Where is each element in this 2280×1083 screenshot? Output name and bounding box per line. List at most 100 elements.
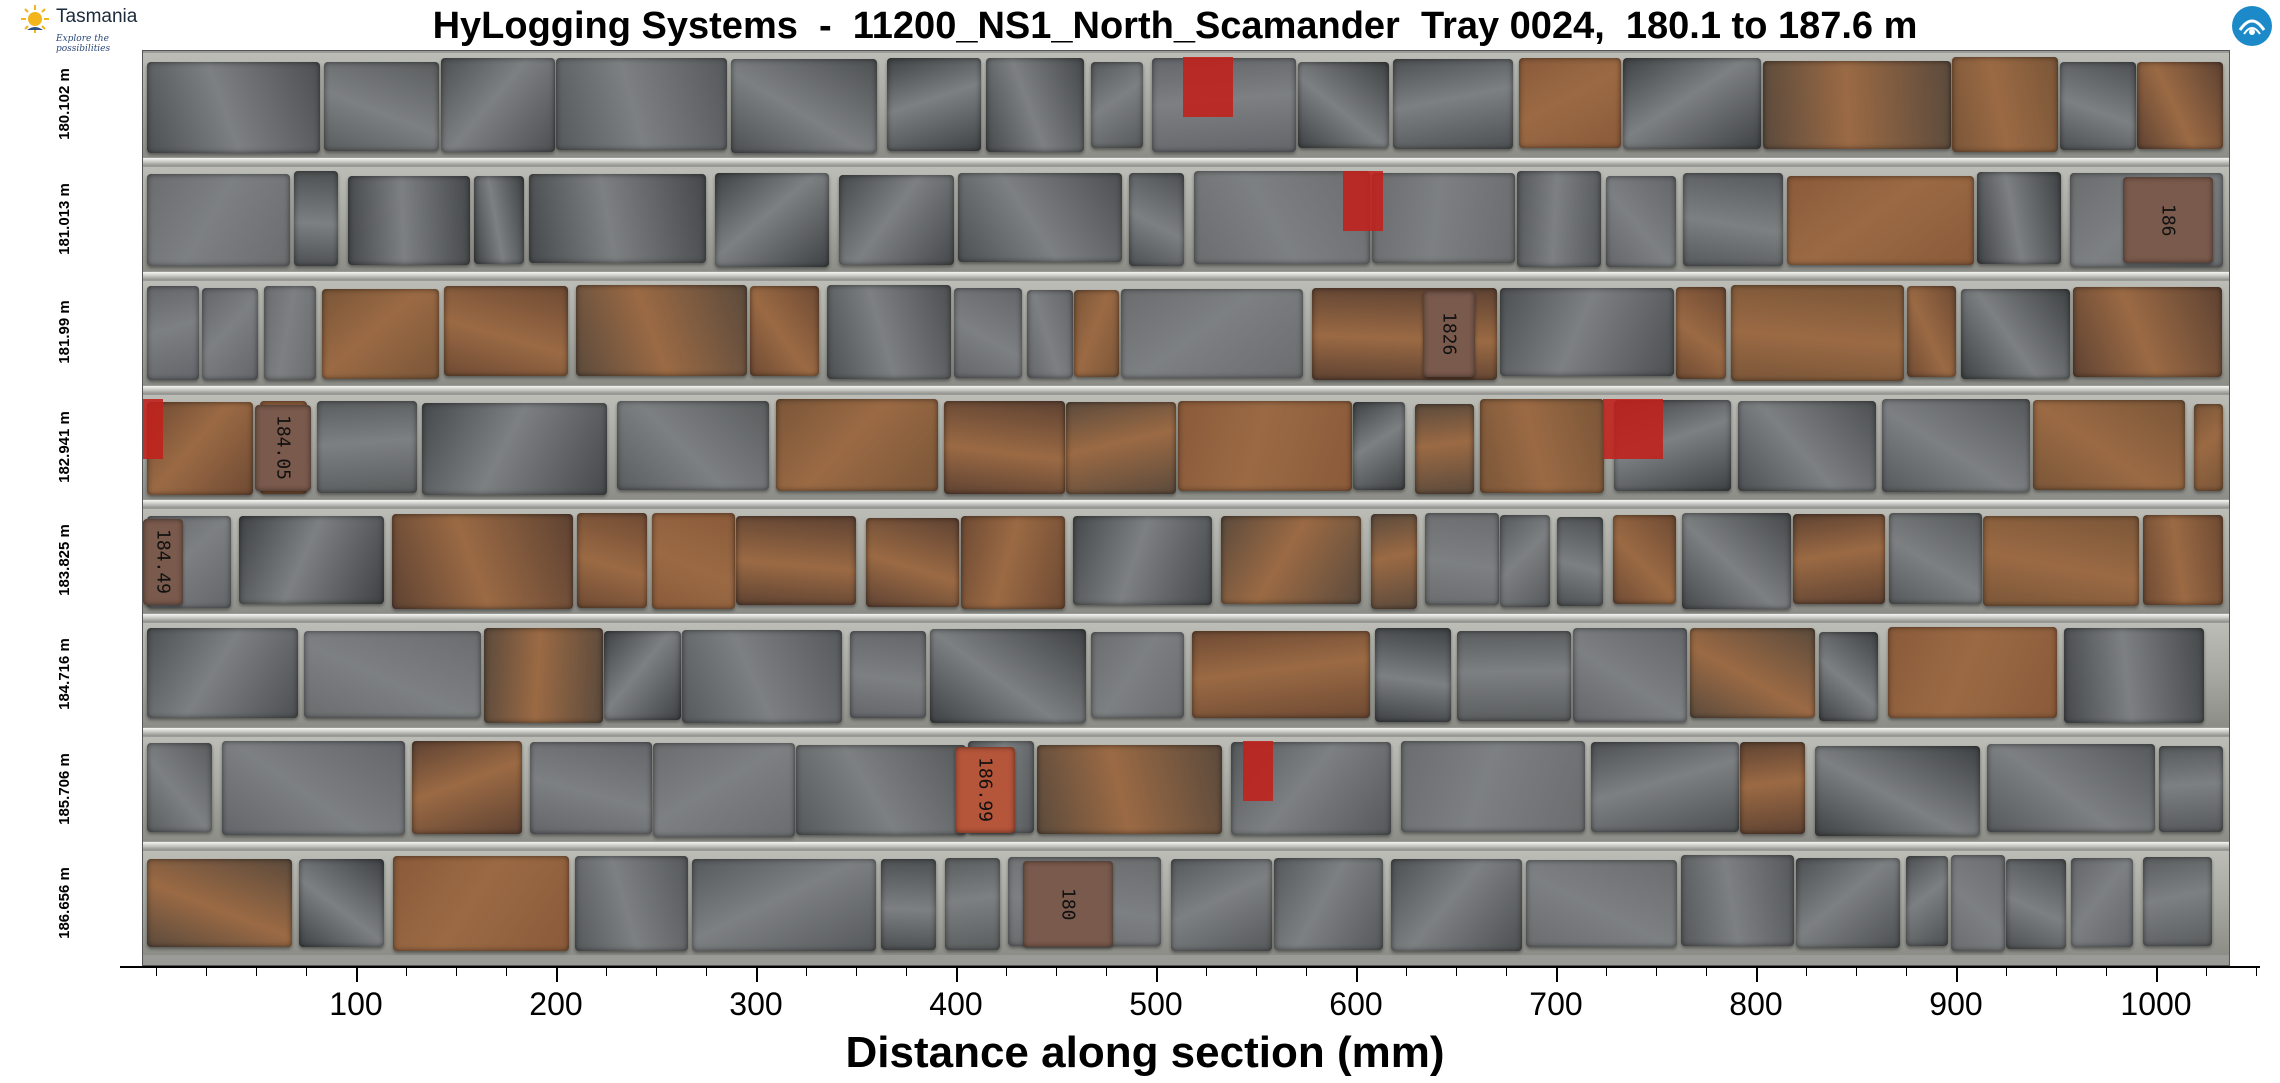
- core-piece: [839, 175, 954, 265]
- core-piece: [944, 401, 1065, 494]
- core-piece: [653, 743, 795, 837]
- core-piece: [1613, 515, 1676, 604]
- core-piece: [1519, 58, 1621, 148]
- core-piece: [682, 630, 842, 723]
- core-piece: [2143, 515, 2223, 605]
- x-axis-minor-tick: [1106, 966, 1107, 976]
- depth-label: 185.706 m: [56, 753, 73, 825]
- depth-marker-block: 186.99: [955, 747, 1015, 833]
- core-piece: [576, 285, 747, 376]
- core-piece: [1983, 516, 2139, 606]
- core-piece: [1573, 628, 1687, 722]
- core-row: [143, 395, 2229, 499]
- core-piece: [1391, 859, 1522, 951]
- depth-marker-block: 184.05: [255, 405, 311, 491]
- core-piece: [715, 173, 829, 267]
- x-axis-major-tick: [1756, 966, 1758, 982]
- core-piece: [484, 628, 603, 723]
- core-piece: [1194, 171, 1370, 264]
- core-row: [143, 281, 2229, 385]
- core-piece: [1793, 514, 1885, 604]
- core-piece: [1192, 631, 1370, 718]
- core-piece: [1987, 744, 2155, 832]
- core-piece: [317, 401, 417, 493]
- core-piece: [1676, 287, 1726, 379]
- core-piece: [444, 286, 568, 376]
- core-piece: [2033, 400, 2185, 490]
- x-axis-tick-label: 500: [1129, 986, 1183, 1022]
- core-piece: [1815, 746, 1980, 836]
- x-axis-major-tick: [2156, 966, 2158, 982]
- core-piece: [1425, 513, 1499, 605]
- x-axis-minor-tick: [2006, 966, 2007, 976]
- brand-tagline: Explore the possibilities: [56, 34, 111, 54]
- core-piece: [575, 856, 688, 951]
- x-axis-minor-tick: [1456, 966, 1457, 976]
- tray-divider: [143, 500, 2229, 508]
- red-tape-marker: [1343, 171, 1383, 231]
- red-tape-marker: [143, 399, 163, 459]
- x-axis-minor-tick: [256, 966, 257, 976]
- core-piece: [954, 288, 1022, 378]
- depth-marker-block: 180: [1023, 861, 1113, 947]
- core-piece: [1888, 627, 2057, 718]
- core-piece: [299, 859, 384, 947]
- core-piece: [692, 859, 876, 951]
- x-axis-minor-tick: [1806, 966, 1807, 976]
- core-piece: [881, 859, 936, 950]
- depth-marker-block: 184.49: [143, 519, 183, 605]
- x-axis-minor-tick: [1906, 966, 1907, 976]
- x-axis-minor-tick: [2056, 966, 2057, 976]
- x-axis-minor-tick: [306, 966, 307, 976]
- core-piece: [577, 513, 647, 608]
- x-axis-minor-tick: [1306, 966, 1307, 976]
- core-piece: [412, 741, 522, 834]
- core-piece: [322, 289, 439, 379]
- x-axis-tick-label: 200: [529, 986, 583, 1022]
- core-row: [143, 737, 2229, 841]
- core-piece: [1952, 57, 2058, 152]
- x-axis-tick-label: 100: [329, 986, 383, 1022]
- core-piece: [1401, 741, 1585, 832]
- core-piece: [2071, 858, 2133, 947]
- core-piece: [147, 402, 253, 495]
- core-piece: [441, 58, 555, 152]
- x-axis-minor-tick: [856, 966, 857, 976]
- core-piece: [1907, 286, 1956, 377]
- core-piece: [147, 628, 298, 718]
- x-axis-minor-tick: [406, 966, 407, 976]
- depth-label: 181.013 m: [56, 183, 73, 255]
- depth-label: 186.656 m: [56, 867, 73, 939]
- core-piece: [556, 58, 727, 150]
- x-axis-major-tick: [756, 966, 758, 982]
- depth-label: 180.102 m: [56, 68, 73, 140]
- tray-divider: [143, 842, 2229, 850]
- x-axis-tick-label: 600: [1329, 986, 1383, 1022]
- core-piece: [887, 58, 981, 151]
- x-axis-minor-tick: [1006, 966, 1007, 976]
- core-piece: [324, 62, 439, 151]
- tray-divider: [143, 272, 2229, 280]
- core-piece: [1073, 516, 1212, 605]
- x-axis-minor-tick: [606, 966, 607, 976]
- x-axis-minor-tick: [1856, 966, 1857, 976]
- core-piece: [850, 631, 926, 718]
- core-piece: [239, 516, 384, 604]
- core-piece: [1796, 858, 1900, 948]
- core-piece: [1393, 59, 1513, 149]
- core-piece: [736, 516, 856, 605]
- x-axis-minor-tick: [2206, 966, 2207, 976]
- core-piece: [1961, 289, 2070, 379]
- x-axis-minor-tick: [1256, 966, 1257, 976]
- core-piece: [1500, 515, 1550, 607]
- core-piece: [1740, 742, 1805, 834]
- core-piece: [1787, 176, 1974, 265]
- core-piece: [1763, 61, 1951, 149]
- x-axis-minor-tick: [706, 966, 707, 976]
- core-piece: [796, 745, 966, 835]
- brand-name: Tasmania: [56, 6, 138, 27]
- core-piece: [222, 741, 405, 835]
- red-tape-marker: [1603, 399, 1663, 459]
- core-piece: [1221, 516, 1361, 604]
- core-piece: [294, 171, 338, 266]
